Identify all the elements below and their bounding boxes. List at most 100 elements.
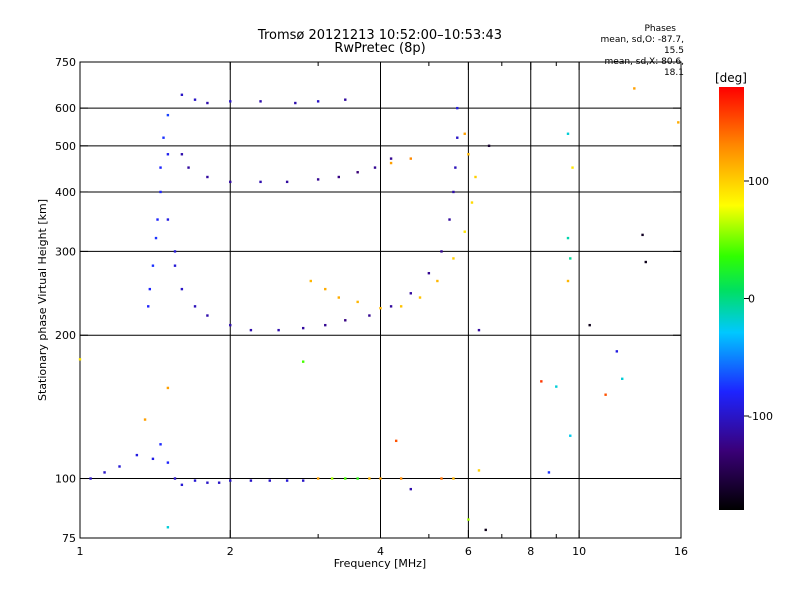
data-point <box>409 157 412 160</box>
data-point <box>324 287 327 291</box>
data-point <box>344 319 347 322</box>
data-point <box>566 132 570 135</box>
data-point <box>540 380 543 383</box>
data-point <box>193 305 197 308</box>
phase-stats-x: mean, sd,X: 80.6, 18.1 <box>604 57 684 78</box>
data-point <box>484 528 487 532</box>
data-point <box>309 279 312 283</box>
data-point <box>159 443 162 446</box>
data-point <box>337 296 341 299</box>
data-point <box>285 180 289 184</box>
data-point <box>474 175 477 179</box>
data-point <box>206 481 209 484</box>
data-point <box>330 477 334 480</box>
y-tick-label: 600 <box>55 102 76 115</box>
data-point <box>373 166 377 169</box>
data-point <box>166 526 170 529</box>
x-tick-label: 2 <box>227 545 234 558</box>
data-point <box>173 264 177 267</box>
colorbar-tick-label: -100 <box>748 410 773 423</box>
data-point <box>644 260 647 264</box>
data-point <box>477 469 481 472</box>
chart-subtitle: RwPretec (8p) <box>334 41 426 56</box>
data-point <box>217 481 221 484</box>
colorbar-ticks: 100 0 -100 <box>744 175 773 423</box>
data-point <box>154 236 158 240</box>
data-point <box>467 518 470 521</box>
y-tick-label: 200 <box>55 329 76 342</box>
data-point <box>452 190 455 194</box>
data-point <box>456 106 459 110</box>
y-tick-label: 500 <box>55 140 76 153</box>
data-point <box>337 175 341 179</box>
data-point <box>151 457 155 461</box>
x-axis-label: Frequency [MHz] <box>334 557 426 570</box>
data-point <box>259 180 262 184</box>
data-point <box>180 483 184 487</box>
data-point <box>166 218 170 221</box>
data-point <box>641 233 644 237</box>
data-point <box>566 236 570 240</box>
data-point <box>588 323 591 327</box>
data-point <box>399 305 403 308</box>
x-tick-label: 4 <box>377 545 384 558</box>
y-tick-label: 750 <box>55 56 76 69</box>
data-point <box>89 477 92 480</box>
data-point <box>555 385 558 388</box>
y-tick-label: 75 <box>62 532 76 545</box>
data-point <box>206 314 209 317</box>
data-point <box>229 180 232 184</box>
data-point <box>259 100 262 103</box>
data-point <box>440 477 443 480</box>
colorbar-tick-label: 100 <box>748 175 769 188</box>
colorbar-label: [deg] <box>715 71 747 85</box>
data-point <box>344 98 347 101</box>
y-tick-label: 100 <box>55 473 76 486</box>
data-point <box>467 153 470 156</box>
data-point <box>159 166 162 169</box>
chart-title: Tromsø 20121213 10:52:00–10:53:43 <box>257 28 503 43</box>
data-point <box>418 296 422 299</box>
data-point <box>173 250 177 253</box>
x-tick-label: 10 <box>572 545 586 558</box>
data-point <box>448 218 451 221</box>
data-point <box>301 326 305 330</box>
data-point <box>268 479 271 482</box>
data-point <box>456 136 459 139</box>
data-point <box>193 98 197 101</box>
data-point <box>151 264 155 267</box>
data-point <box>615 350 619 353</box>
data-points <box>78 87 680 532</box>
data-point <box>368 314 371 317</box>
data-point <box>103 471 106 474</box>
colorbar: [deg] 100 0 -100 <box>715 71 773 510</box>
data-point <box>604 393 607 396</box>
data-point <box>487 144 491 148</box>
data-point <box>324 323 327 327</box>
data-point <box>156 218 159 221</box>
phase-stats-heading: Phases <box>644 24 676 34</box>
y-tick-label: 300 <box>55 245 76 258</box>
data-point <box>135 453 139 457</box>
data-point <box>394 439 398 443</box>
data-point <box>569 434 572 437</box>
data-point <box>621 377 624 380</box>
data-point <box>463 230 466 233</box>
data-point <box>229 100 232 103</box>
y-axis-label: Stationary phase Virtual Height [km] <box>36 199 49 401</box>
y-tick-label: 400 <box>55 186 76 199</box>
data-point <box>159 190 162 194</box>
data-point <box>78 358 82 361</box>
data-point <box>206 175 209 179</box>
data-point <box>452 477 455 480</box>
x-tick-label: 8 <box>527 545 534 558</box>
data-point <box>294 101 297 105</box>
data-point <box>249 328 253 332</box>
data-point <box>452 257 455 260</box>
data-point <box>470 201 474 204</box>
data-point <box>356 171 359 174</box>
data-point <box>409 292 412 295</box>
data-point <box>316 477 320 480</box>
data-point <box>118 465 121 468</box>
